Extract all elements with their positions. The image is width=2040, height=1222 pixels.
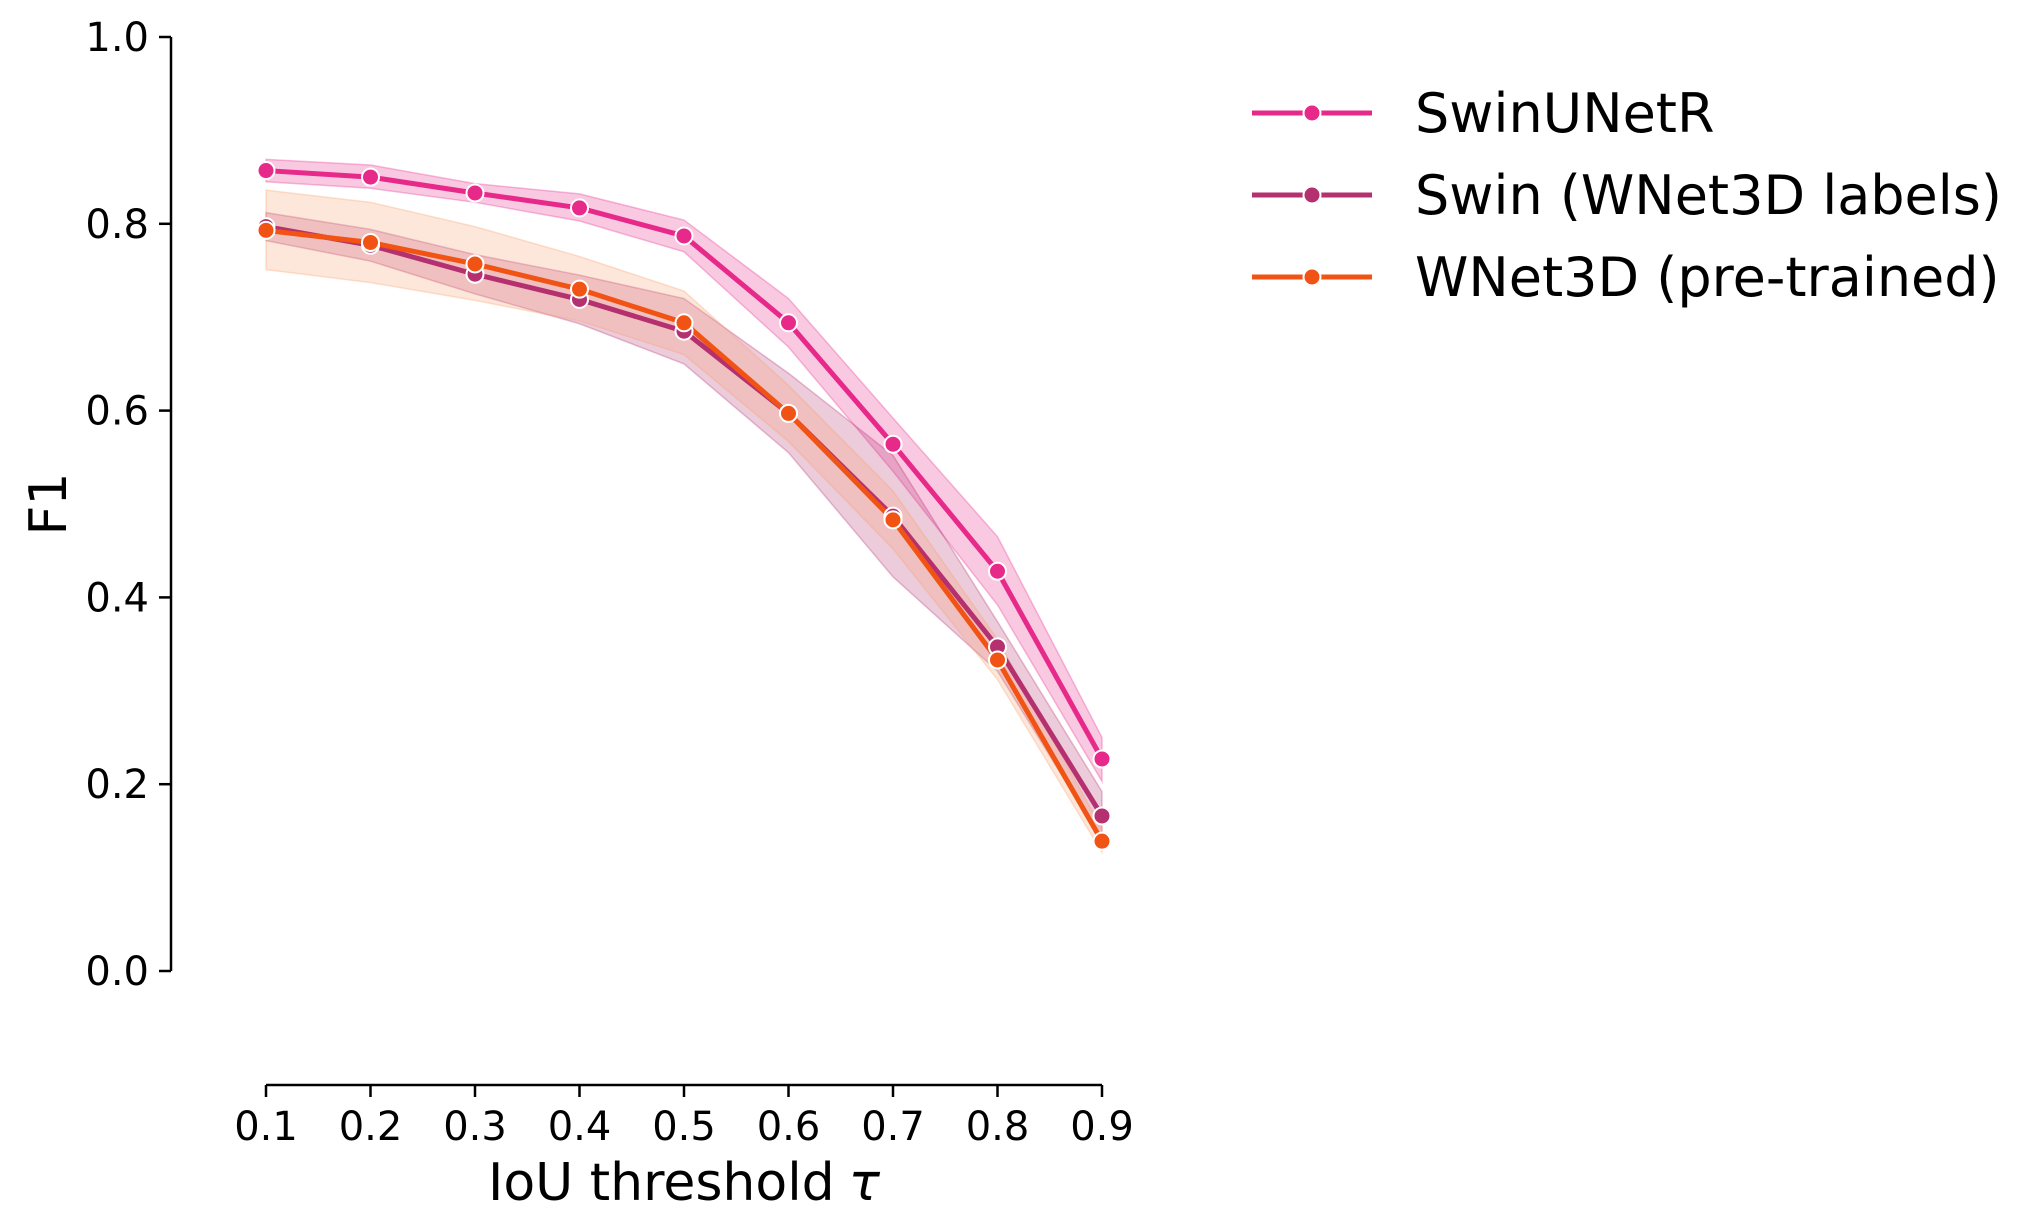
x-axis-title-text: IoU threshold (488, 1153, 835, 1213)
x-tick-label: 0.9 (1070, 1104, 1134, 1150)
x-tick-label: 0.2 (339, 1104, 403, 1150)
x-tick-label: 0.8 (966, 1104, 1030, 1150)
x-tick-label: 0.6 (757, 1104, 821, 1150)
data-point (988, 561, 1007, 581)
x-tick-label: 0.3 (443, 1104, 507, 1150)
axes: 0.0 0.2 0.4 0.6 0.8 1.0 0.1 0.2 0.3 0.4 0.5 0.6 0.7… (19, 15, 1134, 1213)
legend-label: SwinUNetR (1415, 82, 1715, 145)
data-point (988, 650, 1007, 670)
x-tick-label: 0.1 (234, 1104, 298, 1150)
data-point (883, 510, 903, 530)
data-point (570, 198, 589, 218)
x-axis-title-symbol: τ (849, 1153, 881, 1213)
data-point (1092, 749, 1112, 769)
y-tick-label: 0.2 (85, 762, 149, 808)
data-point (674, 313, 694, 333)
x-axis-title: IoU threshold τ (488, 1153, 881, 1213)
y-tick-label: 0.0 (85, 949, 149, 995)
legend-marker (1302, 103, 1322, 123)
confidence-bands (265, 158, 1103, 856)
x-axis-ticks: 0.1 0.2 0.3 0.4 0.5 0.6 0.7 0.8 0.9 (234, 1085, 1134, 1150)
y-tick-label: 0.6 (85, 389, 149, 435)
data-point (883, 434, 903, 454)
data-point (361, 232, 380, 252)
data-point (674, 226, 694, 246)
legend-label: Swin (WNet3D labels) (1415, 164, 2002, 227)
y-tick-label: 0.8 (85, 202, 149, 248)
data-point (1092, 806, 1112, 826)
legend: SwinUNetR Swin (WNet3D labels) WNet3D (pre… (1252, 82, 2002, 309)
data-point (779, 403, 798, 423)
legend-marker (1302, 267, 1322, 287)
data-point (256, 161, 276, 181)
data-point (465, 183, 485, 203)
legend-marker (1302, 185, 1322, 205)
data-point (361, 167, 380, 187)
data-point (465, 254, 485, 274)
y-tick-label: 0.4 (85, 575, 149, 621)
y-axis-ticks: 0.0 0.2 0.4 0.6 0.8 1.0 (85, 15, 171, 995)
legend-label: WNet3D (pre-trained) (1415, 246, 2000, 309)
data-point (1092, 831, 1112, 851)
data-point (256, 220, 276, 240)
x-tick-label: 0.4 (548, 1104, 612, 1150)
data-point (779, 313, 798, 333)
y-axis-title: F1 (19, 473, 79, 536)
x-tick-label: 0.7 (861, 1104, 925, 1150)
y-tick-label: 1.0 (85, 15, 149, 61)
x-tick-label: 0.5 (652, 1104, 716, 1150)
series-markers (256, 161, 1112, 851)
data-point (570, 279, 589, 299)
